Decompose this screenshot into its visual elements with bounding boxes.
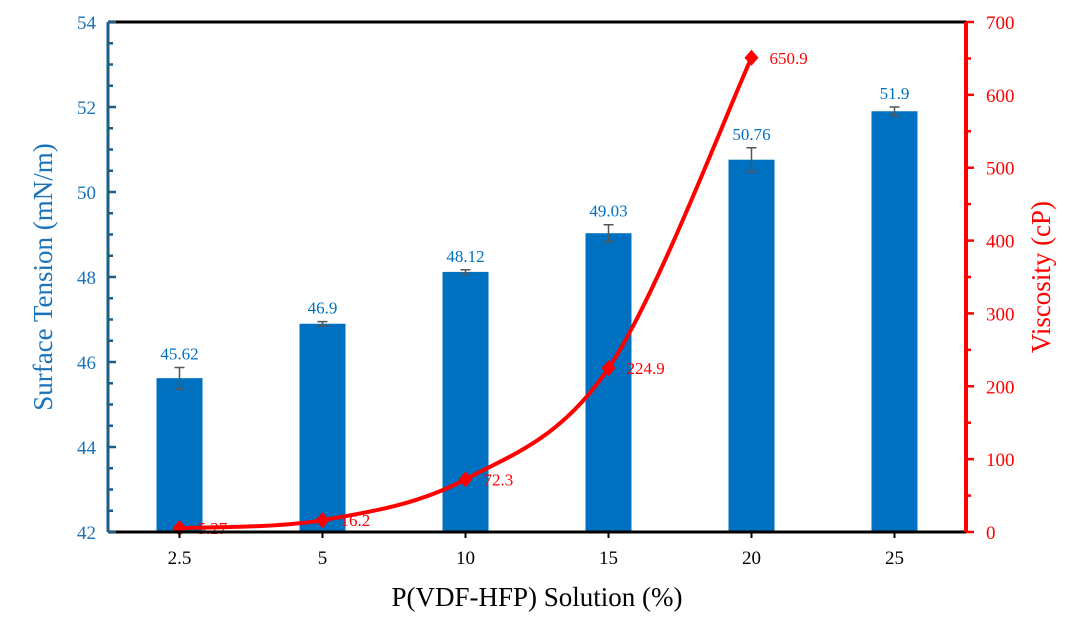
line-data-label: 16.2 [341, 511, 371, 530]
x-tick-label: 5 [318, 548, 328, 569]
y-left-tick-label: 50 [77, 183, 96, 204]
bar-data-label: 50.76 [732, 125, 770, 144]
line-data-label: 72.3 [484, 470, 514, 489]
y-right-axis-label: Viscosity (cP) [1026, 201, 1056, 353]
y-left-tick-label: 48 [77, 268, 96, 289]
line-marker [601, 360, 616, 377]
y-right-tick-label: 400 [986, 232, 1015, 253]
bar [299, 323, 346, 532]
bar-data-label: 49.03 [589, 202, 627, 221]
bar-data-label: 45.62 [160, 345, 198, 364]
error-bar [603, 223, 614, 243]
bar [871, 111, 918, 532]
bar [156, 378, 203, 532]
error-bar [889, 106, 900, 117]
x-tick-label: 15 [599, 548, 618, 569]
y-right-tick-label: 700 [986, 13, 1015, 34]
y-left-tick-label: 54 [77, 13, 97, 34]
y-left-tick-label: 44 [77, 438, 97, 459]
bar-data-label: 51.9 [880, 84, 910, 103]
x-tick-label: 2.5 [168, 548, 192, 569]
bar-data-label: 46.9 [308, 299, 338, 318]
bar-data-label: 48.12 [446, 247, 484, 266]
bar [585, 233, 632, 532]
line-marker [315, 512, 330, 529]
error-bar [746, 147, 757, 173]
x-tick-label: 20 [742, 548, 761, 569]
line-data-label: 5.27 [198, 519, 228, 538]
y-right-tick-label: 300 [986, 304, 1015, 325]
error-bar [174, 366, 185, 390]
x-axis-label: P(VDF-HFP) Solution (%) [391, 582, 682, 612]
y-left-axis-label: Surface Tension (mN/m) [28, 143, 58, 411]
line-marker [458, 471, 473, 488]
y-right-tick-label: 0 [986, 523, 996, 544]
y-right-tick-label: 600 [986, 86, 1015, 107]
x-tick-label: 25 [885, 548, 904, 569]
viscosity-line [179, 56, 754, 531]
line-marker [744, 49, 759, 66]
y-right-tick-label: 500 [986, 159, 1015, 180]
y-left-tick-label: 46 [77, 353, 96, 374]
bar [442, 271, 489, 532]
y-right-tick-label: 100 [986, 450, 1015, 471]
line-data-label: 650.9 [770, 49, 808, 68]
x-tick-label: 10 [456, 548, 475, 569]
y-left-tick-label: 42 [77, 523, 96, 544]
line-data-label: 224.9 [627, 359, 665, 378]
error-bar [317, 320, 328, 327]
bar [728, 159, 775, 532]
error-bar [460, 269, 471, 275]
y-left-tick-label: 52 [77, 98, 96, 119]
y-right-tick-label: 200 [986, 377, 1015, 398]
